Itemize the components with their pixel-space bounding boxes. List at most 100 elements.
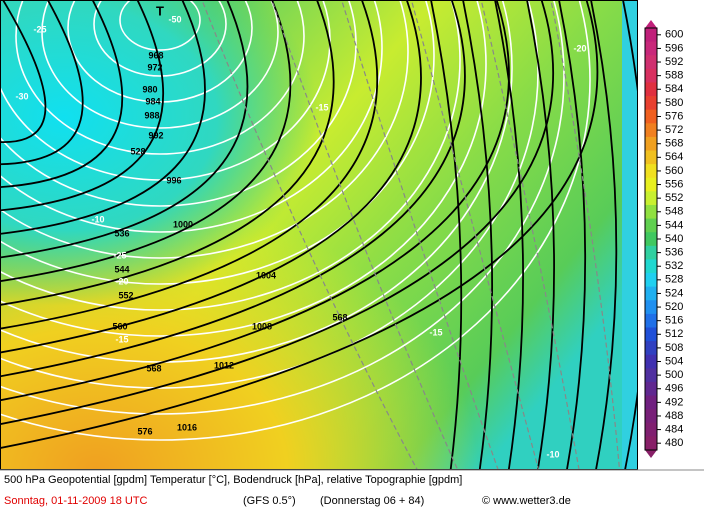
map-label: 1000: [173, 219, 193, 229]
isobar-line: [0, 0, 590, 440]
legend-band: [645, 436, 657, 451]
legend-band: [645, 218, 657, 233]
map-label: 528: [130, 146, 145, 156]
temperature-line: [480, 0, 580, 470]
map-label: -15: [429, 327, 442, 337]
legend-arrow-bottom: [645, 450, 657, 458]
legend-label: 576: [665, 110, 683, 122]
legend-label: 596: [665, 42, 683, 54]
map-area: [0, 0, 638, 470]
map-label: 1004: [256, 270, 276, 280]
map-label: 968: [148, 50, 163, 60]
map-label: 988: [144, 110, 159, 120]
legend-label: 544: [665, 219, 683, 231]
map-label: -20: [573, 43, 586, 53]
map-label: -25: [33, 24, 46, 34]
legend-band: [645, 204, 657, 220]
legend-band: [645, 136, 657, 152]
isobar-line: [93, 0, 227, 77]
legend-band: [645, 177, 657, 192]
legend-band: [645, 395, 657, 410]
geopotential-line: [0, 0, 124, 189]
contours: [0, 0, 638, 470]
map-label: 544: [114, 264, 129, 274]
isobar-line: [0, 0, 461, 311]
legend-band: [645, 273, 657, 288]
legend-label: 556: [665, 178, 683, 190]
geopotential-line: [0, 0, 466, 378]
map-label: -10: [91, 214, 104, 224]
isobar-line: [0, 0, 409, 259]
geopotential-line: [0, 0, 292, 282]
legend-label: 488: [665, 410, 683, 422]
legend-band: [645, 191, 657, 206]
temperature-line: [410, 0, 540, 470]
legend-label: 548: [665, 206, 683, 218]
legend-band: [645, 41, 657, 56]
map-label: 980: [142, 84, 157, 94]
legend-label: 484: [665, 423, 683, 435]
legend-label: 540: [665, 233, 683, 245]
geopotential-line: [0, 0, 599, 449]
footer-copyright: © www.wetter3.de: [482, 495, 571, 507]
map-label: 992: [148, 130, 163, 140]
isobar-line: [119, 0, 201, 51]
footer-model: (GFS 0.5°): [243, 495, 296, 507]
legend-label: 492: [665, 396, 683, 408]
footer-description: 500 hPa Geopotential [gpdm] Temperatur […: [4, 474, 462, 486]
geopotential-line: [0, 0, 422, 354]
legend-label: 480: [665, 437, 683, 449]
legend-label: 520: [665, 301, 683, 313]
legend-label: 516: [665, 315, 683, 327]
geopotential-line: [0, 0, 206, 235]
legend-label: 552: [665, 192, 683, 204]
map-label: -50: [168, 14, 181, 24]
map-label: 984: [145, 96, 160, 106]
map-label: -20: [115, 276, 128, 286]
map-label: -15: [315, 102, 328, 112]
isobar-line: [0, 0, 487, 337]
map-label: 552: [118, 290, 133, 300]
map-label: 1012: [214, 360, 234, 370]
legend-label: 592: [665, 56, 683, 68]
map-label: 576: [137, 426, 152, 436]
legend-band: [645, 409, 657, 424]
geopotential-line: [590, 0, 618, 470]
legend-label: 500: [665, 369, 683, 381]
isobar-line: [0, 0, 564, 414]
map-label: 568: [332, 312, 347, 322]
legend-band: [645, 68, 657, 83]
legend-band: [645, 422, 657, 437]
geopotential-line: [0, 0, 165, 212]
legend-label: 600: [665, 29, 683, 41]
geopotential-line: [558, 0, 587, 470]
geopotential-line: [0, 0, 335, 306]
legend-band: [645, 368, 657, 383]
geopotential-line: [526, 0, 555, 470]
map-labels: T 968 972 980 984 988 992 996 1000 1004 1008 1012 10…: [15, 3, 586, 459]
map-label: 560: [112, 321, 127, 331]
geopotential-line: [0, 0, 379, 330]
footer-run: (Donnerstag 06 + 84): [320, 495, 424, 507]
legend-label: 512: [665, 328, 683, 340]
map-label: -10: [546, 449, 559, 459]
geopotential-line: [462, 0, 494, 470]
legend-label: 580: [665, 97, 683, 109]
geopotential-line: [430, 0, 463, 470]
cold-strip: [622, 0, 638, 470]
legend-label: 584: [665, 83, 683, 95]
low-marker: T: [156, 3, 164, 18]
legend-band: [645, 150, 657, 165]
map-label: -30: [15, 91, 28, 101]
legend-band: [645, 55, 657, 70]
legend-label: 532: [665, 260, 683, 272]
legend-frame: [644, 27, 658, 451]
legend-label: 568: [665, 138, 683, 150]
map-label: 1008: [252, 321, 272, 331]
map-label: 568: [146, 363, 161, 373]
legend-band: [645, 259, 657, 274]
legend-label: 508: [665, 342, 683, 354]
map-label: 996: [166, 175, 181, 185]
